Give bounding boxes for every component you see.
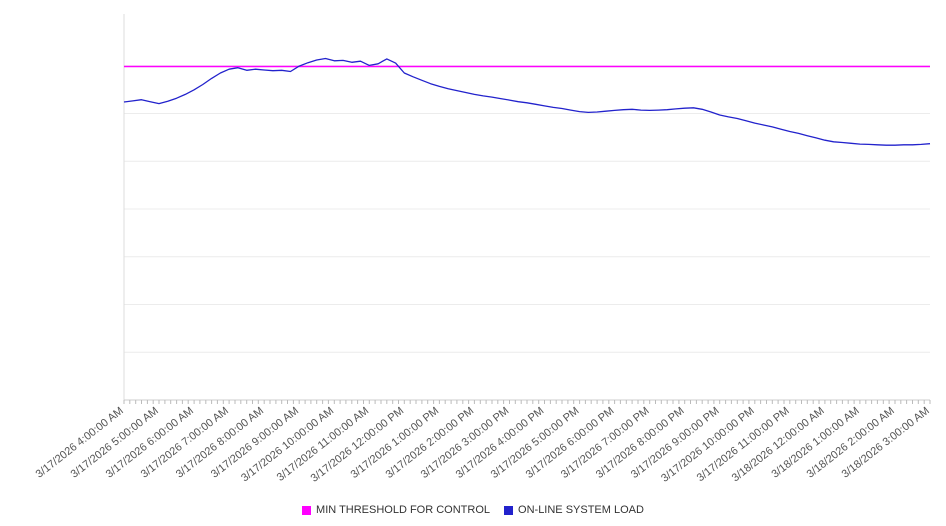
- legend-item-threshold: MIN THRESHOLD FOR CONTROL: [302, 504, 490, 516]
- chart-container: 3/17/2026 4:00:00 AM 3/17/2026 5:00:00 AM…: [34, 14, 932, 485]
- chart-legend: MIN THRESHOLD FOR CONTROL ON-LINE SYSTEM…: [0, 498, 946, 522]
- legend-item-system-load: ON-LINE SYSTEM LOAD: [504, 504, 644, 516]
- threshold-swatch-icon: [302, 505, 312, 515]
- legend-label-system-load: ON-LINE SYSTEM LOAD: [518, 504, 644, 516]
- legend-label-threshold: MIN THRESHOLD FOR CONTROL: [316, 504, 491, 516]
- system-load-swatch-icon: [504, 505, 514, 515]
- load-line-chart: 3/17/2026 4:00:00 AM3/17/2026 5:00:00 AM…: [34, 14, 932, 485]
